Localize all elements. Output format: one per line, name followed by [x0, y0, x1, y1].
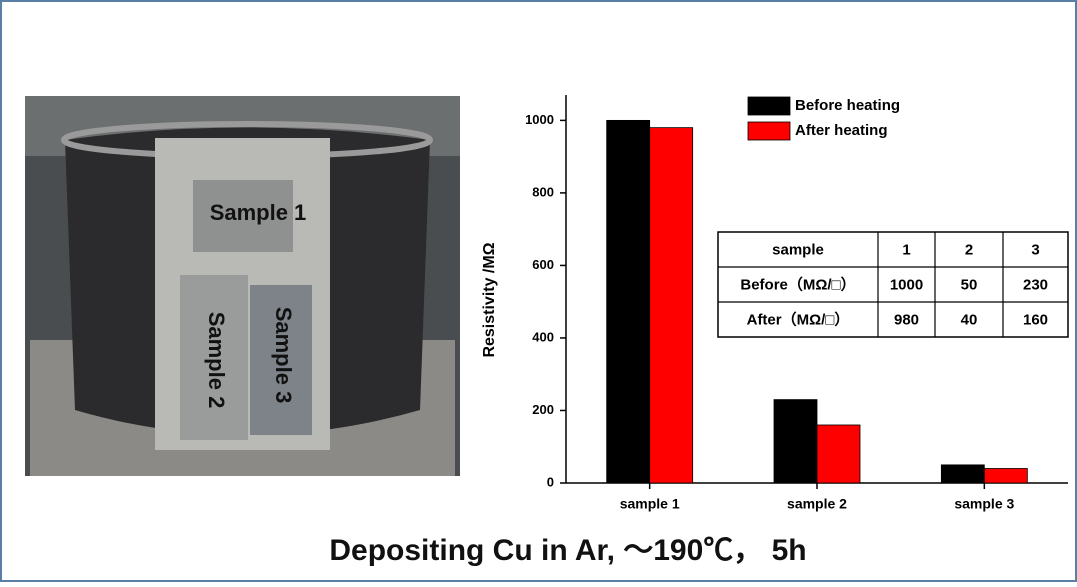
table-cell: 980: [894, 311, 919, 328]
y-tick-label: 600: [532, 257, 554, 272]
x-tick-label: sample 2: [787, 496, 847, 512]
table-cell: After（MΩ/□）: [747, 310, 850, 328]
y-tick-label: 0: [547, 474, 554, 489]
photo-label: Sample 2: [204, 312, 229, 409]
y-tick-label: 1000: [525, 112, 554, 127]
legend-swatch: [748, 122, 790, 140]
table-cell: 40: [961, 311, 978, 328]
bar: [607, 120, 650, 483]
photo-label: Sample 1: [210, 200, 307, 225]
table-cell: 230: [1023, 276, 1048, 293]
table-cell: 50: [961, 276, 978, 293]
table-cell: 3: [1031, 241, 1039, 258]
bar: [941, 465, 984, 483]
bar: [984, 468, 1027, 483]
bar: [774, 400, 817, 483]
bar: [650, 128, 693, 483]
table-cell: Before（MΩ/□）: [740, 275, 855, 293]
table-cell: 1000: [890, 276, 923, 293]
y-tick-label: 200: [532, 402, 554, 417]
table-cell: 1: [902, 241, 910, 258]
legend-swatch: [748, 97, 790, 115]
legend-label: Before heating: [795, 97, 900, 114]
photo-label: Sample 3: [271, 307, 296, 404]
legend-label: After heating: [795, 122, 888, 139]
x-tick-label: sample 1: [620, 496, 680, 512]
table-cell: 160: [1023, 311, 1048, 328]
y-tick-label: 400: [532, 329, 554, 344]
x-tick-label: sample 3: [954, 496, 1014, 512]
table-cell: 2: [965, 241, 973, 258]
table-cell: sample: [772, 241, 824, 258]
y-tick-label: 800: [532, 184, 554, 199]
bar: [817, 425, 860, 483]
slide: Sample 1 Sample 2 Sample 3 Resistivity /…: [0, 0, 1077, 582]
y-axis-label: Resistivity /MΩ: [481, 242, 498, 357]
photo: [25, 96, 460, 476]
data-table: sample 1 2 3 Before（MΩ/□） 1000 50 230 After（MΩ/□…: [718, 232, 1068, 337]
caption: Depositing Cu in Ar, ～190℃， 5h: [329, 534, 806, 567]
